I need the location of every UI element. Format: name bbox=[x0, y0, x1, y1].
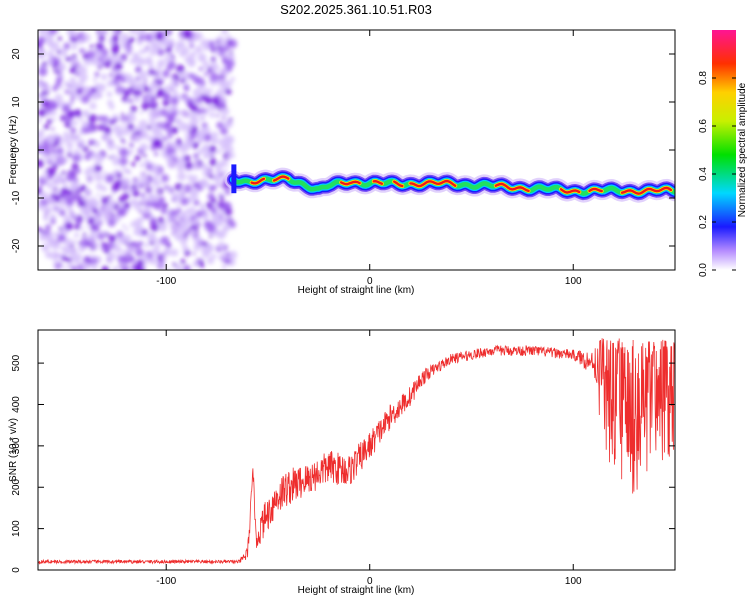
snr-y-axis: 0 100 200 300 400 500 bbox=[11, 354, 675, 573]
snr-frame bbox=[37, 329, 676, 571]
spectrogram-y-axis: -20 -10 0 10 20 bbox=[11, 48, 675, 253]
spectrogram-y-tick-label: 10 bbox=[11, 96, 22, 108]
snr-line bbox=[38, 338, 675, 565]
spectrogram-x-tick-label: 100 bbox=[565, 276, 582, 287]
colorbar-tick-label: 0.2 bbox=[698, 215, 709, 229]
colorbar-gradient bbox=[712, 30, 736, 270]
signal-track-peak bbox=[494, 182, 530, 193]
colorbar-tick-label: 0.0 bbox=[698, 263, 709, 277]
signal-track-peak bbox=[340, 180, 361, 186]
signal-track-peak bbox=[250, 177, 266, 185]
spectrogram-plot-area bbox=[38, 30, 675, 270]
spectrogram-y-tick-label: 20 bbox=[11, 48, 22, 60]
figure-title: S202.2025.361.10.51.R03 bbox=[280, 2, 432, 17]
colorbar-label: Normalized spectral amplitude bbox=[737, 82, 748, 217]
spectrogram-y-tick-label: -20 bbox=[11, 238, 22, 253]
snr-plot-area bbox=[38, 330, 675, 570]
spectrogram-x-tick-label: 0 bbox=[367, 276, 373, 287]
snr-x-axis: -100 0 100 bbox=[156, 330, 582, 587]
snr-y-tick-label: 500 bbox=[11, 354, 22, 371]
spectrogram-x-label: Height of straight line (km) bbox=[298, 285, 415, 296]
spectrogram-x-axis: -100 0 100 bbox=[156, 30, 582, 287]
snr-x-label: Height of straight line (km) bbox=[298, 585, 415, 596]
signal-track-peak bbox=[393, 180, 404, 188]
spectrogram-signal-track bbox=[224, 164, 675, 203]
snr-x-tick-label: 100 bbox=[565, 576, 582, 587]
snr-x-tick-label: -100 bbox=[156, 576, 176, 587]
snr-y-tick-label: 100 bbox=[11, 520, 22, 537]
colorbar-tick-label: 0.8 bbox=[698, 71, 709, 85]
snr-y-tick-label: 200 bbox=[11, 478, 22, 495]
spectrogram-y-tick-label: -10 bbox=[11, 190, 22, 205]
spectrogram-y-label: Frequency (Hz) bbox=[8, 116, 19, 185]
spectrogram-x-tick-label: -100 bbox=[156, 276, 176, 287]
snr-panel: -100 0 100 0 100 200 300 400 500 Height of stra… bbox=[8, 329, 676, 596]
snr-x-tick-label: 0 bbox=[367, 576, 373, 587]
colorbar-axis: 0.0 0.2 0.4 0.6 0.8 bbox=[698, 71, 736, 277]
snr-y-tick-label: 400 bbox=[11, 396, 22, 413]
signal-track-peak bbox=[559, 188, 581, 194]
signal-track-peak bbox=[409, 179, 457, 188]
signal-track-peak bbox=[588, 187, 603, 193]
signal-track-peak bbox=[272, 175, 290, 182]
snr-y-tick-label: 0 bbox=[11, 567, 22, 573]
snr-y-tick-label: 300 bbox=[11, 437, 22, 454]
snr-y-label: SNR (10 * v/v) bbox=[8, 418, 19, 482]
signal-track-peak bbox=[620, 186, 673, 195]
colorbar-tick-label: 0.6 bbox=[698, 119, 709, 133]
signal-track-onset bbox=[231, 164, 237, 194]
colorbar: 0.0 0.2 0.4 0.6 0.8 Normalized spectral ampl… bbox=[698, 30, 748, 277]
signal-track-peak bbox=[372, 179, 384, 185]
colorbar-tick-label: 0.4 bbox=[698, 167, 709, 181]
spectrogram-y-tick-label: 0 bbox=[11, 147, 22, 153]
